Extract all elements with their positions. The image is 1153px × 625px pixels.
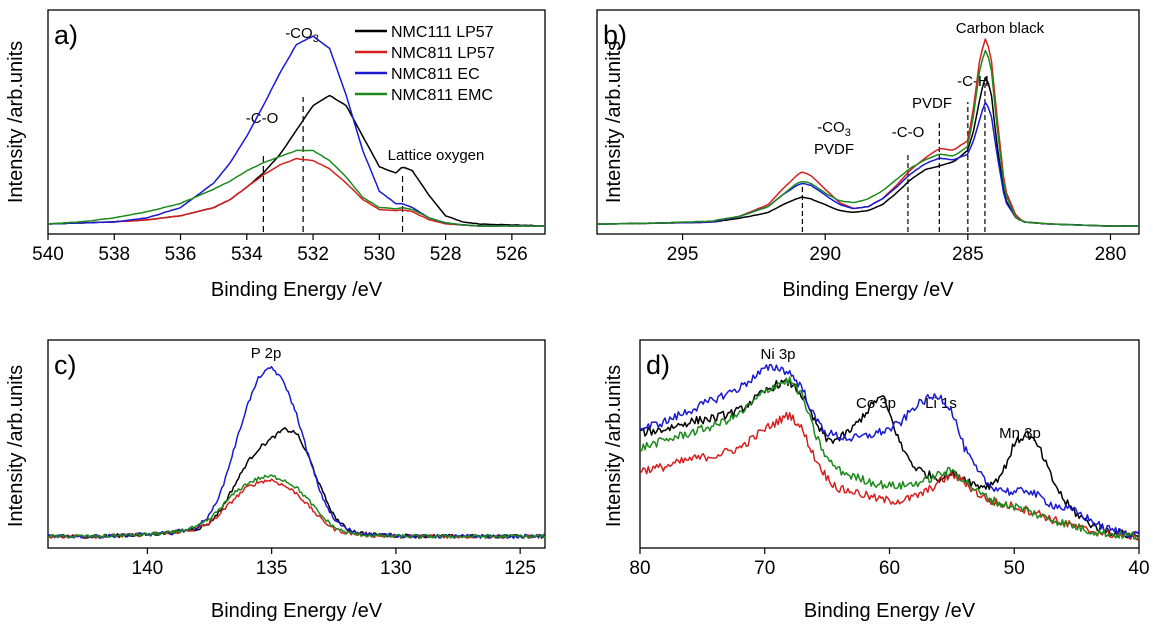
x-tick-label: 70 [754,558,775,579]
x-tick-label: 60 [879,558,900,579]
y-axis-title: Intensity /arb.units [603,365,625,527]
plot-frame [47,9,546,235]
series-line [596,76,1140,227]
x-tick-label: 526 [496,244,528,265]
x-tick-label: 140 [132,558,164,579]
x-tick-label: 80 [629,558,650,579]
x-tick-label: 295 [667,244,699,265]
series-line [639,411,1140,541]
plot-frame [596,9,1140,235]
x-tick-label: 285 [952,244,984,265]
peak-label: Carbon black [956,20,1045,37]
y-axis-title: Intensity /arb.units [603,41,625,203]
peak-label: Lattice oxygen [388,147,485,164]
peak-label: PVDF [912,95,952,112]
x-tick-label: 290 [809,244,841,265]
peak-label: PVDF [814,141,854,158]
x-tick-label: 540 [32,244,64,265]
series-line [47,474,546,539]
x-tick-label: 534 [231,244,263,265]
x-tick-label: 280 [1095,244,1127,265]
y-axis-title: Intensity /arb.units [5,41,27,203]
peak-label: Co 3p [856,395,896,412]
series-line [639,376,1140,540]
series-line [639,377,1140,539]
panel-label: a) [54,20,78,50]
series-line [47,149,546,227]
x-axis-title: Binding Energy /eV [804,600,976,622]
plot-frame [639,339,1140,549]
x-tick-label: 130 [380,558,412,579]
x-tick-label: 125 [504,558,536,579]
legend-label: NMC811 LP57 [391,45,495,62]
x-tick-label: 538 [98,244,130,265]
x-tick-label: 528 [430,244,462,265]
peak-label: P 2p [251,345,282,362]
x-axis-title: Binding Energy /eV [211,600,383,622]
series-line [597,49,1139,227]
series-line [596,101,1140,227]
series-line [639,363,1140,538]
x-axis-title: Binding Energy /eV [211,279,383,301]
plot-frame [47,339,546,549]
peak-label: -C-O [246,110,279,127]
x-tick-label: 135 [256,558,288,579]
series-line [47,427,546,539]
y-axis-title: Intensity /arb.units [5,365,27,527]
x-axis-title: Binding Energy /eV [782,279,954,301]
peak-label: Ni 3p [760,346,795,363]
peak-label: -CO3 [817,119,851,139]
legend-label: NMC111 LP57 [391,24,494,41]
x-tick-label: 40 [1128,558,1149,579]
series-line [47,478,546,539]
legend-label: NMC811 EC [391,66,480,83]
x-tick-label: 530 [363,244,395,265]
x-tick-label: 50 [1004,558,1025,579]
panel-label: c) [54,350,77,380]
peak-label: -C-O [892,124,925,141]
x-tick-label: 532 [297,244,329,265]
panel-label: d) [646,350,670,380]
x-tick-label: 536 [165,244,197,265]
legend-label: NMC811 EMC [391,87,493,104]
panel-label: b) [603,20,627,50]
peak-label: -C-H [957,73,989,90]
series-line [47,365,546,539]
